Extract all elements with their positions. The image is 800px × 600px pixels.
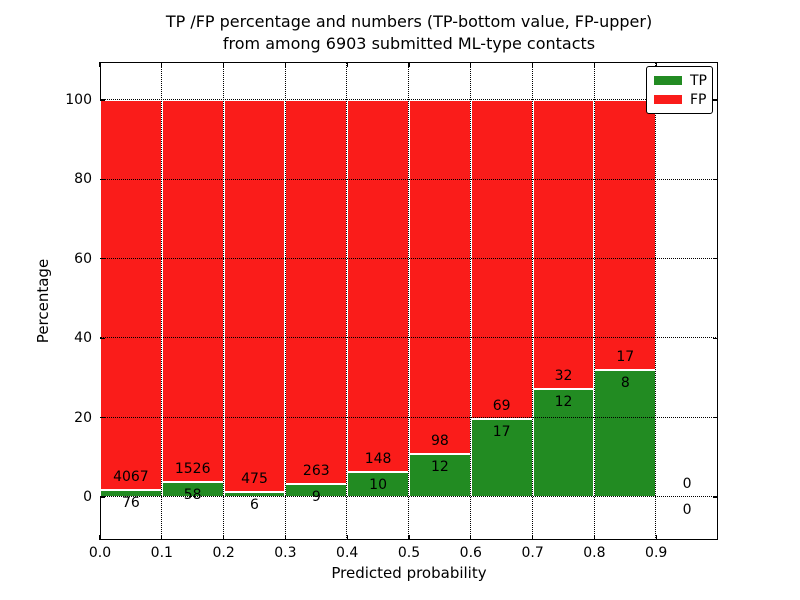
x-tick-label: 0.8: [583, 545, 606, 561]
x-tick-label: 0.5: [397, 545, 421, 561]
legend-swatch-fp: [654, 95, 682, 104]
x-tick-label: 0.4: [336, 545, 359, 561]
x-tick-mark: [470, 535, 472, 540]
x-tick-mark: [531, 62, 534, 67]
y-tick-label: 80: [74, 171, 92, 188]
bar-fp-segment: [100, 100, 162, 490]
bar-tp-segment: [594, 369, 657, 497]
gridline-vertical: [593, 62, 595, 540]
chart-title: TP /FP percentage and numbers (TP-bottom…: [100, 11, 718, 55]
gridline-vertical: [284, 62, 286, 540]
legend: TP FP: [646, 66, 713, 114]
fp-count-label: 4067: [113, 468, 149, 485]
fp-count-label: 98: [430, 432, 449, 449]
y-tick-mark: [713, 258, 718, 260]
tp-count-label: 12: [430, 458, 449, 475]
tp-count-label: 9: [311, 488, 321, 505]
fp-count-label: 17: [616, 348, 635, 365]
gridline-vertical: [655, 62, 657, 540]
x-tick-label: 0.7: [521, 545, 544, 561]
y-tick-label: 20: [74, 409, 92, 426]
x-tick-mark: [284, 62, 287, 67]
bar-fp-segment: [594, 100, 657, 370]
x-tick-mark: [284, 535, 287, 540]
gridline-vertical: [346, 62, 348, 540]
y-tick-mark: [713, 99, 718, 101]
x-tick-mark: [222, 62, 225, 67]
x-tick-mark: [408, 62, 410, 67]
fp-count-label: 148: [364, 450, 392, 467]
tp-count-label: 6: [250, 497, 259, 514]
y-tick-mark: [100, 337, 105, 339]
fp-count-label: 475: [241, 471, 268, 488]
gridline-vertical: [161, 62, 162, 540]
fp-count-label: 1526: [174, 461, 211, 478]
tp-count-label: 8: [620, 374, 630, 391]
fp-count-label: 69: [492, 397, 511, 414]
bar-fp-segment: [532, 100, 595, 389]
x-tick-label: 0.3: [274, 545, 297, 561]
y-tick-label: 100: [65, 92, 92, 108]
bar-fp-segment: [409, 100, 471, 454]
x-tick-mark: [161, 535, 163, 540]
x-tick-label: 0.2: [212, 545, 235, 561]
legend-swatch-tp: [654, 76, 682, 85]
y-tick-mark: [100, 99, 105, 101]
x-tick-mark: [408, 535, 410, 540]
tp-count-label: 76: [121, 494, 140, 511]
y-tick-mark: [100, 496, 105, 498]
plot-area: 4067 76 1526 58 475 6 263 9 148 10 98 12 69 17 32 12 17 8…: [99, 62, 718, 540]
y-tick-mark: [100, 258, 105, 260]
x-tick-mark: [346, 535, 348, 540]
bar-fp-segment: [470, 100, 533, 419]
tp-count-label: 12: [554, 393, 573, 410]
tp-count-label: 58: [183, 487, 202, 504]
x-tick-label: 0.6: [459, 545, 482, 561]
bar-fp-segment: [285, 100, 348, 484]
x-tick-mark: [593, 535, 596, 540]
x-tick-label: 0.1: [150, 545, 173, 561]
x-tick-mark: [346, 62, 348, 67]
bar-fp-segment: [223, 100, 286, 493]
x-tick-label: 0.0: [88, 545, 112, 561]
x-tick-mark: [655, 535, 657, 540]
x-tick-mark: [222, 535, 225, 540]
tp-count-label: 17: [492, 423, 511, 440]
y-tick-mark: [713, 337, 718, 339]
gridline-vertical: [531, 62, 533, 540]
gridline-vertical: [222, 62, 224, 540]
y-tick-label: 60: [74, 250, 92, 267]
y-tick-label: 0: [83, 489, 92, 505]
y-tick-mark: [713, 496, 718, 498]
y-tick-mark: [713, 416, 718, 419]
tp-count-label: 10: [369, 476, 388, 493]
x-tick-mark: [470, 62, 472, 67]
x-tick-mark: [99, 62, 101, 67]
chart-title-line2: from among 6903 submitted ML-type contac…: [222, 34, 596, 53]
fp-count-label: 32: [554, 367, 573, 384]
x-tick-mark: [99, 535, 101, 540]
y-tick-mark: [713, 178, 718, 181]
y-tick-mark: [100, 416, 105, 419]
gridline-vertical: [408, 62, 410, 540]
gridline-vertical: [470, 62, 471, 540]
legend-row: FP: [654, 90, 707, 109]
x-tick-mark: [593, 62, 596, 67]
x-tick-mark: [531, 535, 534, 540]
legend-row: TP: [654, 71, 707, 90]
x-tick-mark: [161, 62, 163, 67]
x-tick-label: 0.9: [645, 545, 668, 561]
fp-count-label: 263: [302, 462, 330, 479]
y-tick-mark: [100, 178, 105, 181]
legend-label: TP: [690, 72, 707, 89]
legend-label: FP: [690, 91, 707, 108]
bar-fp-segment: [161, 100, 224, 483]
chart-title-line1: TP /FP percentage and numbers (TP-bottom…: [165, 12, 653, 31]
x-axis-label: Predicted probability: [331, 564, 487, 582]
y-tick-label: 40: [74, 330, 92, 347]
fp-count-label: 0: [682, 476, 692, 492]
x-tick-mark: [655, 62, 657, 67]
tp-count-label: 0: [682, 502, 692, 518]
